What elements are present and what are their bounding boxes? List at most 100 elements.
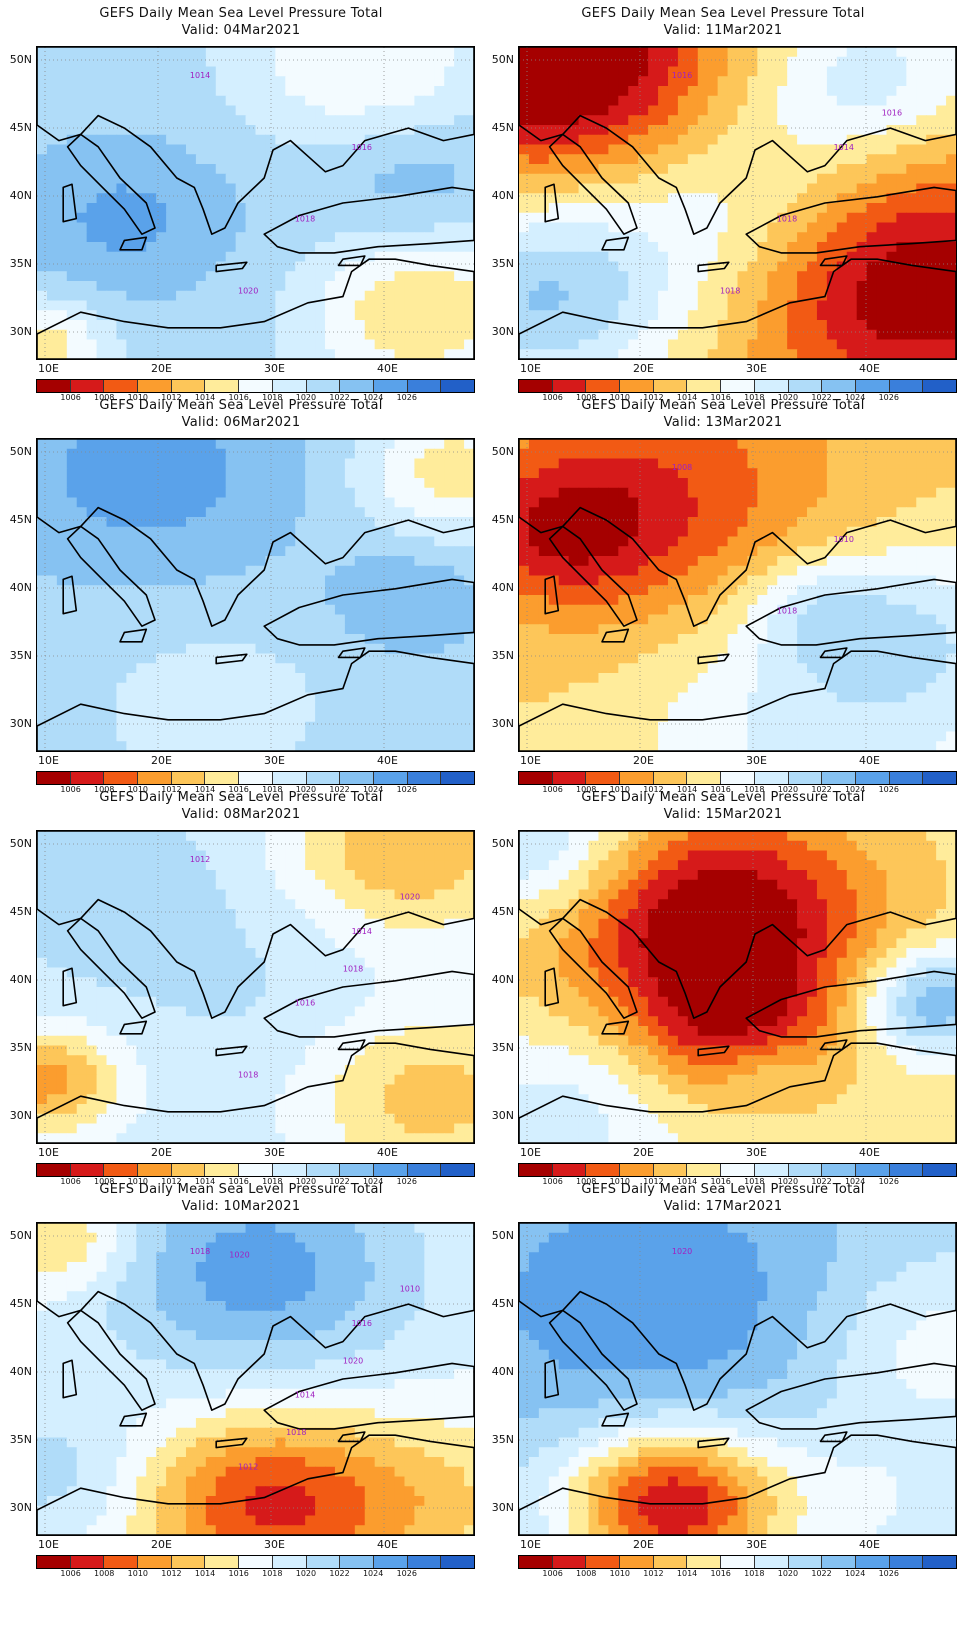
- contour-label: 1014: [834, 143, 854, 152]
- panel-title: GEFS Daily Mean Sea Level Pressure Total: [99, 398, 383, 413]
- contour-label: 1014: [352, 927, 372, 936]
- colorbar-swatch: [70, 380, 105, 392]
- colorbar: [518, 1555, 957, 1569]
- colorbar-swatch: [407, 1556, 442, 1568]
- latitude-label: 40N: [491, 1365, 514, 1378]
- contour-labels: 1016 1014 1018 1018 1016: [672, 71, 902, 295]
- colorbar-tick: 1008: [94, 393, 115, 402]
- colorbar-tick: 1014: [676, 393, 698, 402]
- colorbar-tick: 1014: [676, 1177, 698, 1186]
- colorbar-tick: 1010: [127, 1177, 149, 1186]
- colorbar-swatch: [441, 380, 474, 392]
- colorbar-tick: 1012: [643, 1177, 664, 1186]
- latitude-label: 35N: [9, 257, 32, 270]
- latitude-label: 30N: [491, 325, 514, 338]
- colorbar-swatch: [822, 380, 856, 392]
- colorbar-tick: 1016: [228, 1569, 249, 1578]
- colorbar-tick: 1022: [811, 785, 832, 794]
- longitude-label: 40E: [859, 1538, 880, 1551]
- longitude-label: 10E: [38, 1146, 59, 1159]
- colorbar-swatch: [552, 1556, 587, 1568]
- colorbar-tick: 1026: [878, 785, 899, 794]
- contour-label: 1010: [834, 535, 854, 544]
- longitude-label: 40E: [377, 1146, 398, 1159]
- contour-label: 1020: [229, 1250, 249, 1259]
- colorbar-swatch: [70, 1164, 105, 1176]
- colorbar-swatch: [855, 772, 890, 784]
- colorbar-swatch: [239, 380, 273, 392]
- colorbar-tick: 1008: [576, 1569, 597, 1578]
- coastlines: [519, 1223, 956, 1535]
- colorbar-swatch: [340, 772, 374, 784]
- colorbar-swatch: [788, 1164, 823, 1176]
- colorbar-tick: 1026: [396, 1177, 417, 1186]
- colorbar-swatch: [306, 772, 341, 784]
- colorbar-tick: 1014: [194, 393, 216, 402]
- contour-labels: 1018 1016 1014 1012 1010 1020 1018 1020: [190, 1247, 420, 1471]
- latitude-label: 45N: [9, 905, 32, 918]
- contour-labels: 1008 1010 1018: [672, 463, 854, 616]
- colorbar-tick: 1018: [744, 393, 765, 402]
- latitude-label: 40N: [491, 189, 514, 202]
- colorbar-swatch: [340, 380, 374, 392]
- pressure-map: 1018 1016 1014 1012 1010 1020 1018 1020: [36, 1222, 475, 1536]
- pressure-fill: [519, 831, 956, 1143]
- panel-title: GEFS Daily Mean Sea Level Pressure Total: [581, 398, 865, 413]
- colorbar-swatch: [586, 772, 621, 784]
- panel-title: GEFS Daily Mean Sea Level Pressure Total: [99, 790, 383, 805]
- colorbar-tick: 1024: [844, 785, 866, 794]
- colorbar-tick: 1008: [576, 785, 597, 794]
- latitude-label: 45N: [491, 905, 514, 918]
- colorbar-swatch: [306, 1556, 341, 1568]
- colorbar-tick: 1008: [576, 393, 597, 402]
- colorbar-swatch: [407, 380, 442, 392]
- colorbar-swatch: [552, 380, 587, 392]
- panel-title: GEFS Daily Mean Sea Level Pressure Total: [99, 6, 383, 21]
- colorbar-tick: 1016: [710, 393, 731, 402]
- colorbar-tick: 1014: [194, 1177, 216, 1186]
- colorbar-swatch: [441, 1556, 474, 1568]
- contour-label: 1020: [238, 287, 258, 296]
- colorbar-swatch: [822, 1164, 856, 1176]
- colorbar-swatch: [687, 380, 722, 392]
- map-panel: GEFS Daily Mean Sea Level Pressure Total…: [0, 784, 482, 1194]
- longitude-label: 20E: [633, 362, 654, 375]
- contour-label: 1014: [190, 71, 210, 80]
- contour-label: 1016: [672, 71, 692, 80]
- contour-label: 1012: [190, 855, 210, 864]
- coastlines: [519, 439, 956, 751]
- colorbar-swatch: [620, 772, 654, 784]
- colorbar-swatch: [239, 1164, 273, 1176]
- coastlines: [37, 439, 474, 751]
- map-panel: GEFS Daily Mean Sea Level Pressure Total…: [482, 1176, 964, 1586]
- latitude-label: 50N: [491, 1229, 514, 1242]
- colorbar-tick: 1020: [295, 785, 317, 794]
- colorbar-tick: 1006: [542, 393, 563, 402]
- longitude-label: 40E: [377, 754, 398, 767]
- pressure-fill: [37, 439, 474, 751]
- colorbar-swatch: [923, 380, 956, 392]
- colorbar-swatch: [687, 1164, 722, 1176]
- latitude-label: 45N: [9, 513, 32, 526]
- colorbar-tick: 1016: [228, 393, 249, 402]
- colorbar-swatch: [272, 772, 307, 784]
- panel-valid-date: Valid: 10Mar2021: [181, 1199, 301, 1214]
- colorbar-swatch: [205, 1164, 240, 1176]
- graticule: [37, 47, 474, 359]
- longitude-label: 10E: [38, 362, 59, 375]
- colorbar-swatch: [519, 1556, 553, 1568]
- latitude-label: 30N: [491, 1109, 514, 1122]
- colorbar-swatch: [653, 1556, 688, 1568]
- longitude-label: 40E: [859, 1146, 880, 1159]
- map-panel: GEFS Daily Mean Sea Level Pressure Total…: [482, 784, 964, 1194]
- longitude-label: 10E: [520, 1146, 541, 1159]
- pressure-field-svg: [519, 831, 956, 1143]
- latitude-label: 35N: [491, 1041, 514, 1054]
- colorbar: [36, 1163, 475, 1177]
- colorbar-swatch: [373, 1164, 408, 1176]
- colorbar-tick: 1016: [710, 1177, 731, 1186]
- coastlines: [37, 831, 474, 1143]
- pressure-map: 1014 1016 1018 1020: [36, 46, 475, 360]
- colorbar-tick: 1016: [228, 785, 249, 794]
- latitude-label: 50N: [9, 445, 32, 458]
